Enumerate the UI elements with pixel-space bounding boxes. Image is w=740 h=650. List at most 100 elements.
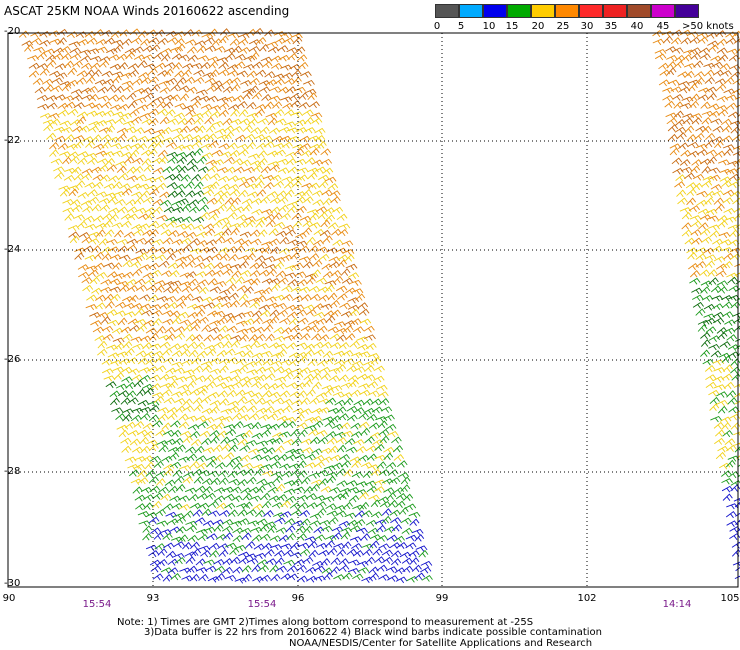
wind-barb: [389, 542, 401, 549]
wind-barb: [41, 78, 54, 86]
wind-barb: [112, 262, 123, 270]
wind-barb: [391, 436, 402, 444]
wind-barb: [117, 206, 128, 214]
wind-barb: [252, 164, 264, 172]
wind-barb: [158, 80, 171, 87]
wind-barb: [241, 380, 252, 388]
wind-barb: [354, 510, 366, 518]
wind-barb: [211, 295, 224, 303]
wind-barb: [725, 37, 737, 45]
wind-barb: [133, 463, 146, 471]
wind-barb: [91, 103, 103, 110]
wind-barb: [269, 164, 280, 172]
wind-barb: [258, 269, 270, 277]
wind-barb: [318, 334, 330, 342]
wind-barb: [229, 263, 242, 270]
wind-barb: [349, 340, 360, 348]
wind-barb: [303, 79, 315, 87]
wind-barb: [86, 294, 98, 302]
wind-barb: [192, 468, 203, 476]
wind-barb: [310, 112, 323, 119]
wind-barb: [300, 71, 312, 78]
wind-barb: [57, 37, 67, 45]
wind-barb: [184, 487, 197, 494]
wind-barb: [400, 476, 411, 485]
wind-barb: [238, 557, 250, 565]
wind-barb: [224, 574, 237, 582]
wind-barb: [189, 430, 201, 439]
wind-barb: [262, 399, 274, 406]
wind-barb: [374, 519, 387, 526]
wind-barb: [288, 463, 301, 470]
wind-barb: [90, 62, 101, 70]
wind-barb: [680, 149, 692, 157]
wind-barb: [242, 422, 255, 430]
wind-barb: [382, 556, 394, 564]
wind-barb: [160, 270, 173, 277]
wind-barb: [186, 525, 197, 533]
wind-barb: [196, 528, 208, 536]
wind-barb: [207, 165, 219, 173]
wind-barb: [306, 502, 318, 509]
wind-barb: [248, 39, 261, 46]
wind-barb: [277, 167, 290, 174]
wind-barb: [720, 239, 732, 246]
wind-barb: [173, 552, 185, 560]
wind-barb: [724, 438, 736, 446]
wind-barb: [176, 77, 187, 85]
wind-barb: [676, 189, 687, 198]
wind-barb: [701, 165, 712, 174]
wind-barb: [120, 220, 132, 228]
wind-barb: [704, 364, 716, 373]
wind-barb: [263, 255, 276, 263]
wind-barb: [714, 429, 726, 437]
wind-barb: [338, 341, 350, 350]
wind-barb: [185, 271, 197, 279]
wind-barb: [167, 190, 179, 198]
wind-barb: [267, 486, 279, 494]
wind-barb: [272, 101, 283, 109]
wind-barb: [351, 542, 363, 550]
wind-barb: [184, 39, 197, 46]
wind-barb: [130, 37, 143, 45]
wind-barb: [86, 37, 98, 45]
wind-barb: [52, 53, 64, 60]
wind-barb: [200, 173, 211, 181]
wind-barb: [210, 435, 220, 444]
wind-barb: [707, 40, 719, 48]
wind-barb: [687, 251, 698, 260]
wind-barb: [131, 191, 143, 198]
wind-barb: [688, 205, 700, 212]
wind-barb: [387, 469, 399, 477]
wind-barb: [281, 254, 293, 261]
wind-barb: [708, 389, 720, 397]
wind-barb: [269, 535, 282, 542]
wind-barb: [81, 236, 93, 244]
wind-barb: [376, 564, 388, 572]
wind-barb: [206, 197, 218, 205]
wind-barb: [735, 104, 740, 108]
wind-barb: [268, 278, 281, 285]
wind-barb: [162, 573, 173, 582]
wind-barb: [230, 83, 241, 92]
wind-barb: [170, 83, 181, 92]
wind-barb: [111, 150, 124, 157]
wind-barb: [331, 532, 343, 540]
wind-barb: [99, 174, 111, 182]
wind-barb: [320, 341, 332, 349]
wind-barb: [681, 96, 694, 103]
wind-barb: [277, 420, 289, 428]
wind-barb: [666, 67, 677, 76]
wind-barb: [705, 132, 716, 141]
wind-barb: [129, 108, 140, 117]
wind-barb: [349, 279, 362, 286]
wind-barb: [281, 176, 294, 183]
wind-barbs-layer: [18, 27, 740, 584]
wind-barb: [98, 127, 111, 134]
wind-barb: [142, 455, 154, 463]
wind-barb: [723, 77, 735, 85]
wind-barb: [220, 408, 233, 415]
wind-barb: [705, 149, 718, 157]
wind-barb: [198, 469, 210, 477]
wind-barb: [125, 51, 136, 60]
